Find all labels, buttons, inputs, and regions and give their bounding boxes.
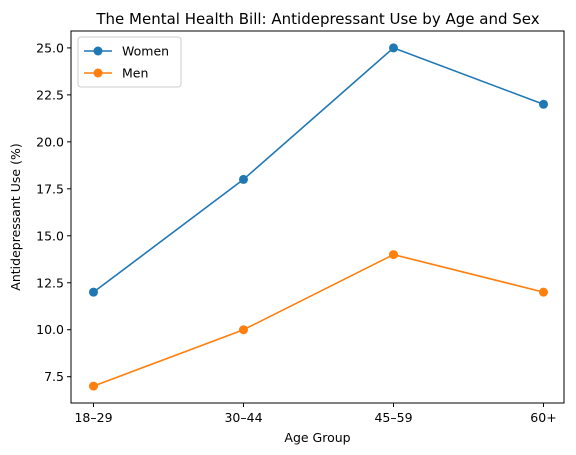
y-tick-label: 7.5 (44, 369, 64, 384)
y-axis: 7.5 10.0 12.5 15.0 17.5 20.0 22.5 25.0 (36, 40, 71, 384)
chart-title: The Mental Health Bill: Antidepressant U… (95, 10, 539, 28)
legend-marker-men (93, 68, 103, 78)
data-point-men (89, 381, 98, 391)
series-layer (89, 43, 548, 391)
x-tick-label: 30–44 (224, 410, 262, 425)
data-point-women (389, 43, 398, 53)
legend: Women Men (77, 36, 182, 88)
x-tick-label: 45–59 (374, 410, 412, 425)
legend-label-women: Women (122, 44, 169, 59)
legend-label-men: Men (122, 66, 148, 81)
y-axis-label: Antidepressant Use (%) (8, 143, 23, 290)
data-point-men (539, 287, 548, 297)
y-tick-label: 15.0 (36, 228, 64, 243)
data-point-men (239, 325, 248, 335)
data-point-men (389, 250, 398, 260)
data-point-women (239, 174, 248, 184)
y-tick-label: 17.5 (36, 181, 64, 196)
y-tick-label: 10.0 (36, 322, 64, 337)
series-line-women (93, 46, 544, 293)
series-line-men (93, 253, 544, 387)
data-point-women (539, 99, 548, 109)
data-point-women (89, 287, 98, 297)
legend-box (77, 36, 182, 88)
x-tick-label: 18–29 (74, 410, 112, 425)
x-tick-label: 60+ (530, 410, 556, 425)
x-axis: 18–29 30–44 45–59 60+ (74, 403, 557, 425)
y-tick-label: 25.0 (36, 40, 64, 55)
y-tick-label: 22.5 (36, 87, 64, 102)
y-tick-label: 12.5 (36, 275, 64, 290)
plot-frame (70, 30, 565, 404)
y-tick-label: 20.0 (36, 134, 64, 149)
x-axis-label: Age Group (284, 430, 350, 445)
legend-marker-women (93, 46, 103, 56)
